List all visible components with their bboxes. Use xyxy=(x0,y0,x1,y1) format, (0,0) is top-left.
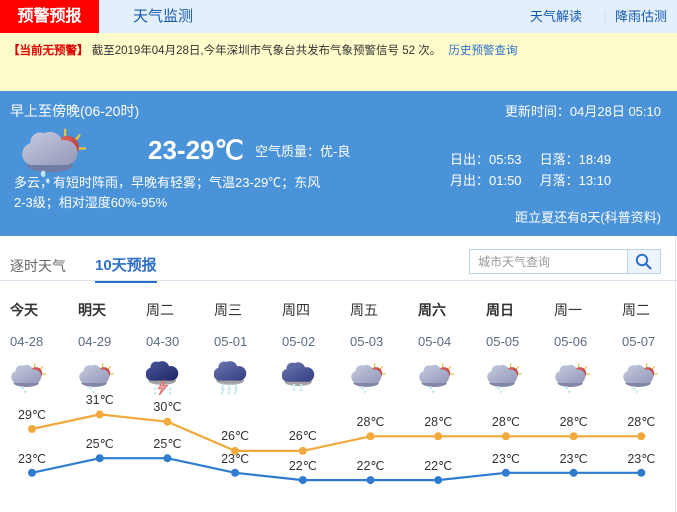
svg-text:23℃: 23℃ xyxy=(18,452,46,466)
svg-text:31℃: 31℃ xyxy=(86,395,114,407)
svg-text:26℃: 26℃ xyxy=(221,429,249,443)
svg-text:23℃: 23℃ xyxy=(560,452,588,466)
svg-text:28℃: 28℃ xyxy=(424,415,452,429)
svg-text:25℃: 25℃ xyxy=(153,437,181,451)
svg-text:30℃: 30℃ xyxy=(153,400,181,414)
svg-text:29℃: 29℃ xyxy=(18,408,46,422)
svg-text:22℃: 22℃ xyxy=(357,459,385,473)
svg-text:25℃: 25℃ xyxy=(86,437,114,451)
svg-text:28℃: 28℃ xyxy=(357,415,385,429)
svg-text:26℃: 26℃ xyxy=(289,429,317,443)
svg-text:28℃: 28℃ xyxy=(560,415,588,429)
svg-text:23℃: 23℃ xyxy=(492,452,520,466)
svg-text:28℃: 28℃ xyxy=(627,415,655,429)
svg-text:23℃: 23℃ xyxy=(627,452,655,466)
svg-text:28℃: 28℃ xyxy=(492,415,520,429)
svg-text:22℃: 22℃ xyxy=(424,459,452,473)
svg-text:22℃: 22℃ xyxy=(289,459,317,473)
